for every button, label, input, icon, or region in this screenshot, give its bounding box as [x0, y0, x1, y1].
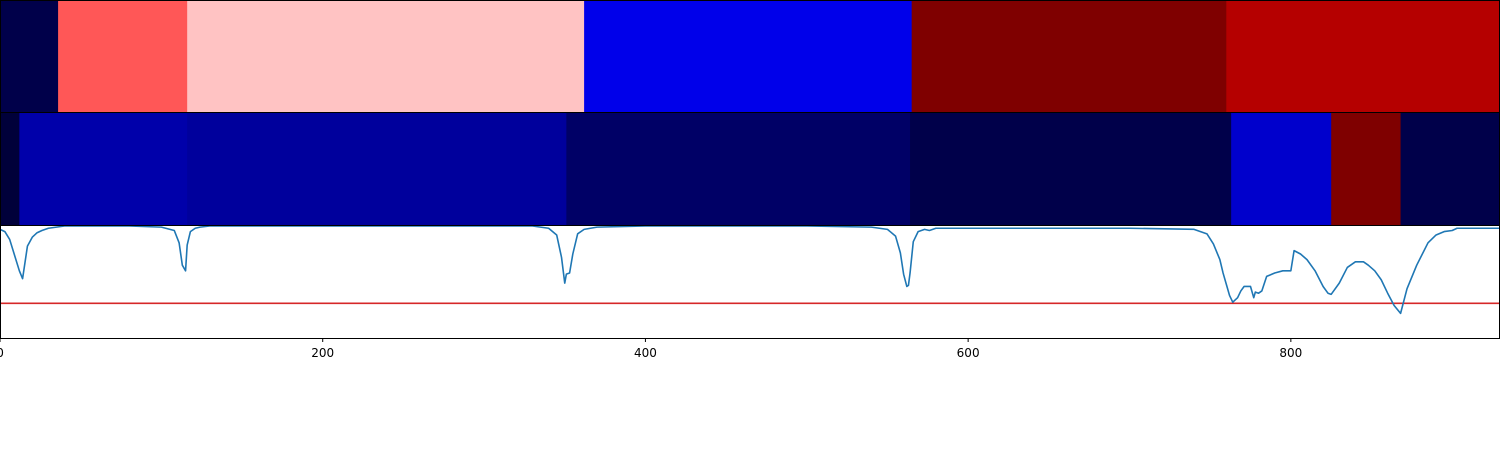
heatmap-middle-cell-1 — [19, 113, 188, 225]
heatmap-middle-cell-5 — [1231, 113, 1332, 225]
heatmap-middle-cell-4 — [910, 113, 1232, 225]
heatmap-top-cell-2 — [187, 1, 585, 112]
line-plot-panel — [0, 225, 1499, 315]
heatmap-middle-cell-3 — [566, 113, 911, 225]
series-line-0 — [0, 225, 1499, 315]
x-tick-label-2: 400 — [634, 346, 657, 360]
heatmap-track-top — [0, 1, 1500, 112]
heatmap-middle-cell-0 — [0, 113, 20, 225]
heatmap-top-cell-4 — [911, 1, 1227, 112]
x-tick-label-4: 800 — [1279, 346, 1302, 360]
heatmap-middle-cell-2 — [187, 113, 567, 225]
x-tick-label-0: 0 — [0, 346, 4, 360]
x-tick-label-1: 200 — [311, 346, 334, 360]
heatmap-middle-cell-7 — [1400, 113, 1500, 225]
heatmap-top-cell-1 — [58, 1, 188, 112]
heatmap-top-cell-3 — [584, 1, 913, 112]
heatmap-track-middle — [0, 113, 1500, 225]
x-tick-label-3: 600 — [957, 346, 980, 360]
heatmap-middle-cell-6 — [1331, 113, 1402, 225]
heatmap-top-cell-5 — [1226, 1, 1500, 112]
heatmap-top-cell-0 — [0, 1, 59, 112]
x-axis-ticks: 0 200 400 600 800 — [0, 338, 1302, 360]
panel-border-2 — [0, 225, 1500, 339]
